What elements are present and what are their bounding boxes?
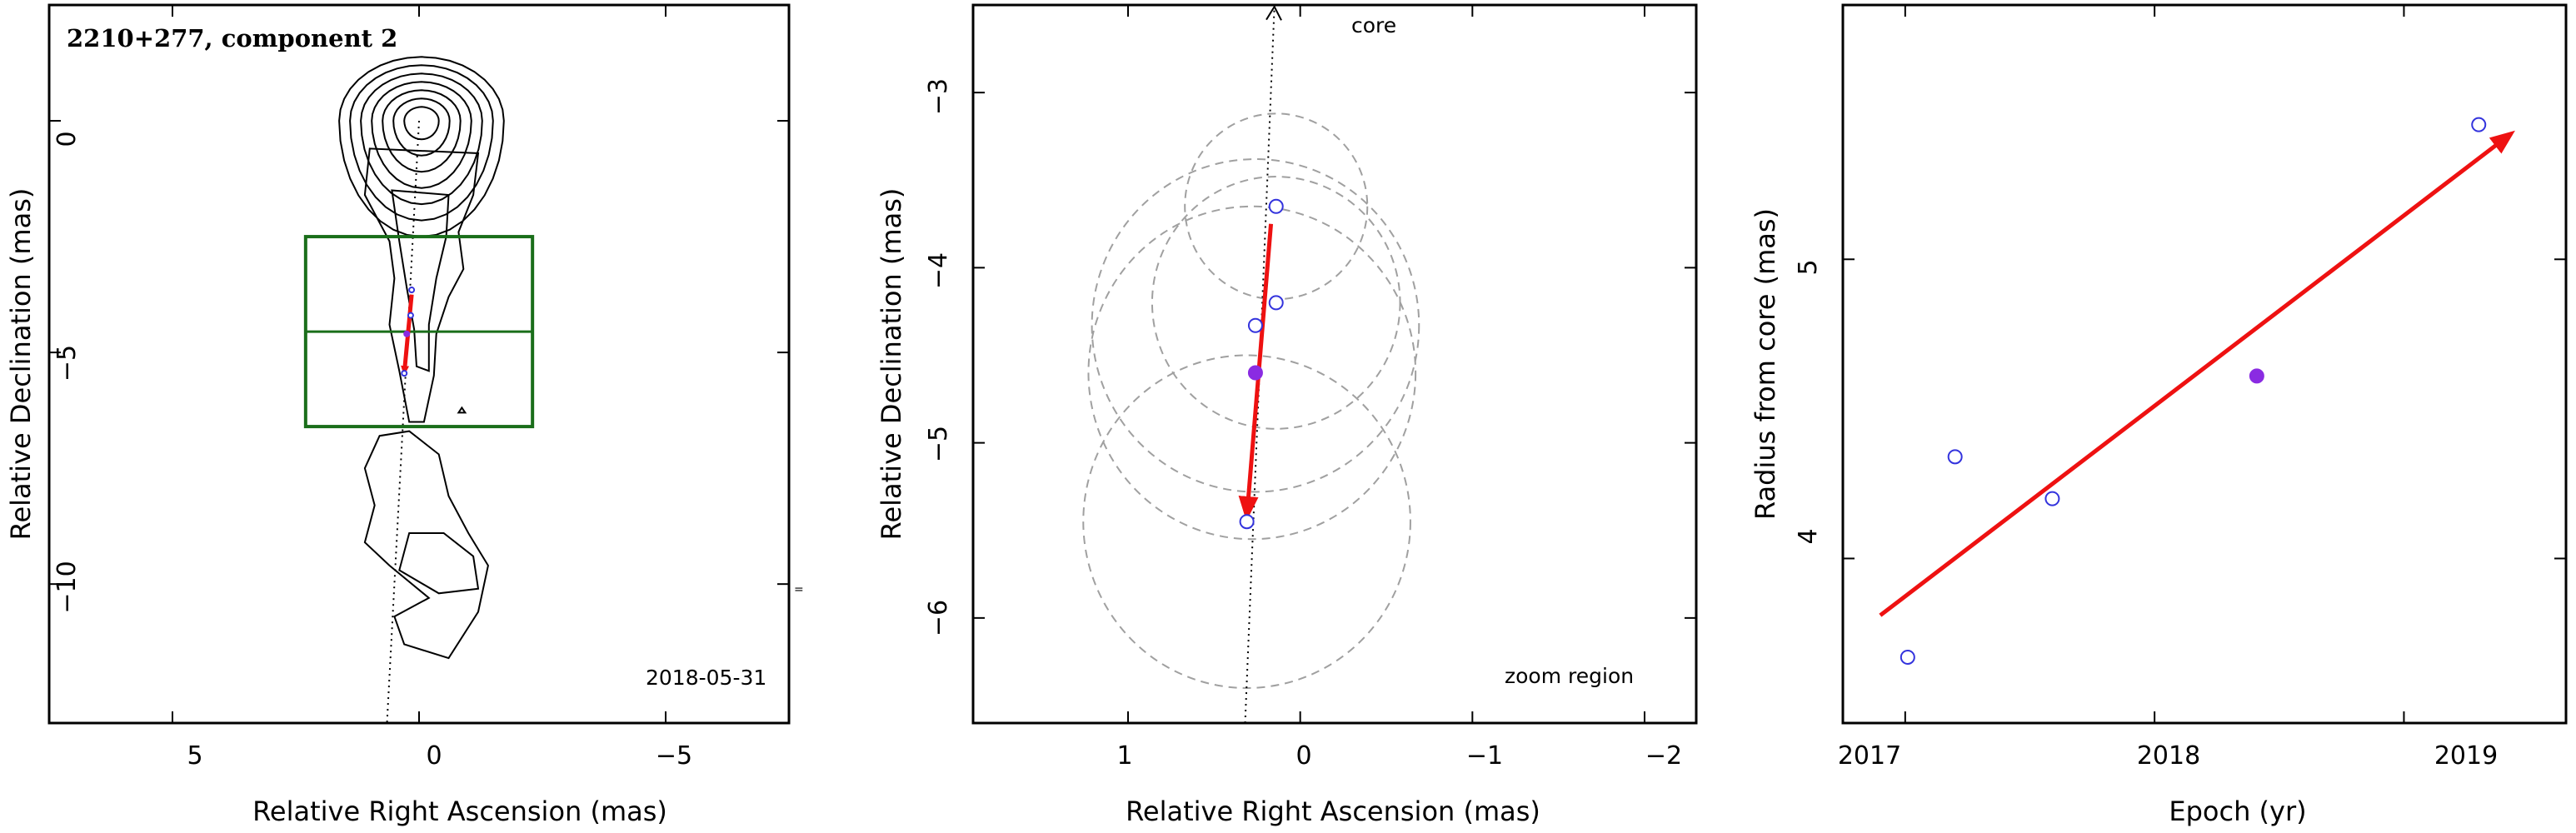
contour-line: [360, 72, 483, 206]
contour-line: [391, 189, 450, 372]
panel-2-x-axis-label: Relative Right Ascension (mas): [1126, 796, 1540, 827]
panel-3-xtick-label: 2018: [2137, 741, 2200, 771]
panel-2-y-axis-label: Relative Declination (mas): [876, 188, 907, 541]
component-marker: [401, 370, 408, 377]
panel-1-frame: [47, 3, 791, 725]
epoch-marker: [2044, 491, 2060, 506]
panel-2-xtick-label: −2: [1645, 741, 1682, 771]
panel-3-y-axis-label: Radius from core (mas): [1750, 208, 1781, 520]
contour-line: [371, 81, 472, 189]
panel-2-ytick-label: −3: [924, 78, 953, 115]
panel-3-frame: [1841, 3, 2568, 725]
panel-1-x-axis-label: Relative Right Ascension (mas): [252, 796, 667, 827]
panel-2-xtick-label: 1: [1116, 741, 1132, 771]
panel-1-xtick-label: −5: [656, 741, 692, 771]
epoch-marker: [1947, 449, 1963, 465]
panel-1-title: 2210+277, component 2: [67, 24, 397, 52]
panel-1-y-axis-label: Relative Declination (mas): [5, 188, 37, 541]
contour-line: [382, 89, 462, 173]
panel-2-xtick-label: −1: [1466, 741, 1503, 771]
epoch-marker: [1900, 649, 1915, 665]
panel-1-plot: =: [49, 5, 804, 724]
component-marker: [408, 287, 416, 294]
error-circle: [1087, 205, 1417, 541]
panel-3-x-axis-label: Epoch (yr): [2169, 796, 2306, 827]
panel-2-ytick-label: −6: [924, 600, 953, 636]
beam-marker: =: [794, 583, 804, 596]
panel-2-zoom-region-label: zoom region: [1505, 664, 1634, 688]
panel-1-ytick-label: −5: [52, 345, 82, 382]
panel-1-contours: [338, 56, 505, 660]
panel-3-ytick-label: 4: [1794, 528, 1823, 544]
jet-axis-line: [386, 120, 420, 724]
contour-line: [349, 64, 494, 222]
panel-1-ytick-label: −10: [52, 561, 82, 613]
contour-line: [403, 106, 440, 141]
panel-1: 2210+277, component 2 = 2018-05-31 5 0 −…: [5, 3, 804, 827]
contour-line: [398, 532, 480, 595]
panel-2-ytick-label: −5: [924, 426, 953, 462]
contour-line: [457, 406, 467, 414]
contour-line: [363, 430, 489, 660]
panel-3-plot: [1841, 3, 2568, 725]
panel-1-date-label: 2018-05-31: [646, 666, 766, 690]
component-marker: [1268, 198, 1284, 214]
panel-3-ytick-label: 5: [1794, 259, 1823, 275]
panel-1-xtick-label: 0: [426, 741, 442, 771]
component-marker: [1247, 317, 1263, 333]
panel-3: 2017 2018 2019 4 5 Epoch (yr) Radius fro…: [1750, 3, 2568, 827]
panel-2: core zoom region 1 0 −1 −2 −3 −4 −5 −6 R…: [876, 3, 1698, 827]
error-circle: [1091, 158, 1420, 493]
epoch-marker-filled: [2249, 368, 2264, 384]
panel-1-xtick-label: 5: [187, 741, 202, 771]
component-marker: [1239, 514, 1255, 530]
contour-line: [338, 56, 505, 238]
panel-2-ytick-label: −4: [924, 252, 953, 289]
panel-2-plot: [971, 3, 1698, 725]
fit-arrow: [1879, 130, 2515, 617]
panel-2-core-label: core: [1351, 13, 1396, 37]
contour-line: [363, 147, 480, 423]
panel-1-ytick-label: 0: [52, 131, 82, 147]
component-marker-filled: [1247, 365, 1263, 381]
panel-2-frame: [971, 3, 1698, 725]
panel-3-xtick-label: 2019: [2434, 741, 2498, 771]
panel-2-xtick-label: 0: [1295, 741, 1311, 771]
component-marker: [407, 312, 414, 319]
component-marker-filled: [403, 330, 411, 337]
component-marker: [1268, 295, 1284, 311]
panel-3-xtick-label: 2017: [1838, 741, 1901, 771]
epoch-marker: [2471, 117, 2487, 132]
